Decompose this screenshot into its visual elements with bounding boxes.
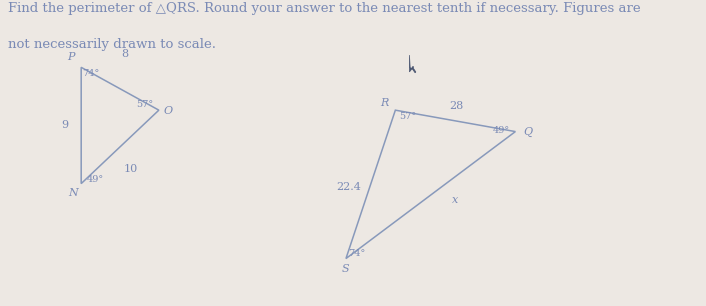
Text: 49°: 49° — [493, 126, 510, 136]
Text: not necessarily drawn to scale.: not necessarily drawn to scale. — [8, 38, 217, 51]
Text: 9: 9 — [61, 121, 68, 130]
Text: 57°: 57° — [399, 112, 416, 121]
Text: 57°: 57° — [136, 100, 153, 109]
Text: Find the perimeter of △QRS. Round your answer to the nearest tenth if necessary.: Find the perimeter of △QRS. Round your a… — [8, 2, 641, 14]
Text: 22.4: 22.4 — [336, 182, 361, 192]
Text: 8: 8 — [121, 49, 128, 58]
Text: x: x — [453, 196, 458, 205]
Text: 49°: 49° — [87, 174, 104, 184]
Text: 10: 10 — [124, 164, 138, 174]
Text: 74°: 74° — [348, 249, 365, 258]
Text: 28: 28 — [450, 102, 464, 111]
Text: P: P — [67, 52, 74, 62]
Text: 74°: 74° — [82, 69, 99, 78]
Polygon shape — [409, 55, 416, 73]
Text: O: O — [164, 106, 172, 116]
Text: Q: Q — [524, 127, 532, 137]
Text: S: S — [342, 264, 349, 274]
Text: N: N — [68, 188, 78, 198]
Text: R: R — [381, 99, 389, 108]
